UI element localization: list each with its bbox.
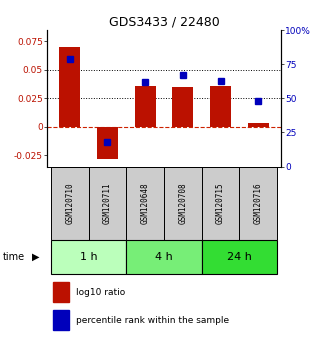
Bar [202, 167, 239, 240]
Bar [51, 167, 89, 240]
Text: time: time [3, 252, 25, 262]
Text: 4 h: 4 h [155, 252, 173, 262]
Text: GSM120711: GSM120711 [103, 182, 112, 224]
Text: GSM120715: GSM120715 [216, 182, 225, 224]
Bar [202, 240, 277, 274]
Bar [97, 127, 118, 159]
Bar [89, 167, 126, 240]
Bar [239, 167, 277, 240]
Text: GSM120716: GSM120716 [254, 182, 263, 224]
Bar [59, 47, 80, 127]
Bar [135, 86, 155, 127]
Bar [210, 86, 231, 127]
Title: GDS3433 / 22480: GDS3433 / 22480 [108, 16, 219, 29]
Bar [164, 167, 202, 240]
Text: 24 h: 24 h [227, 252, 252, 262]
Bar [126, 167, 164, 240]
Text: GSM120648: GSM120648 [141, 182, 150, 224]
Bar [126, 240, 202, 274]
Bar [51, 240, 126, 274]
Text: percentile rank within the sample: percentile rank within the sample [76, 316, 229, 325]
Text: GSM120708: GSM120708 [178, 182, 187, 224]
Bar [248, 124, 269, 127]
Text: log10 ratio: log10 ratio [76, 288, 125, 297]
Text: ▶: ▶ [32, 252, 39, 262]
Text: GSM120710: GSM120710 [65, 182, 74, 224]
Text: 1 h: 1 h [80, 252, 97, 262]
Bar [172, 87, 193, 127]
